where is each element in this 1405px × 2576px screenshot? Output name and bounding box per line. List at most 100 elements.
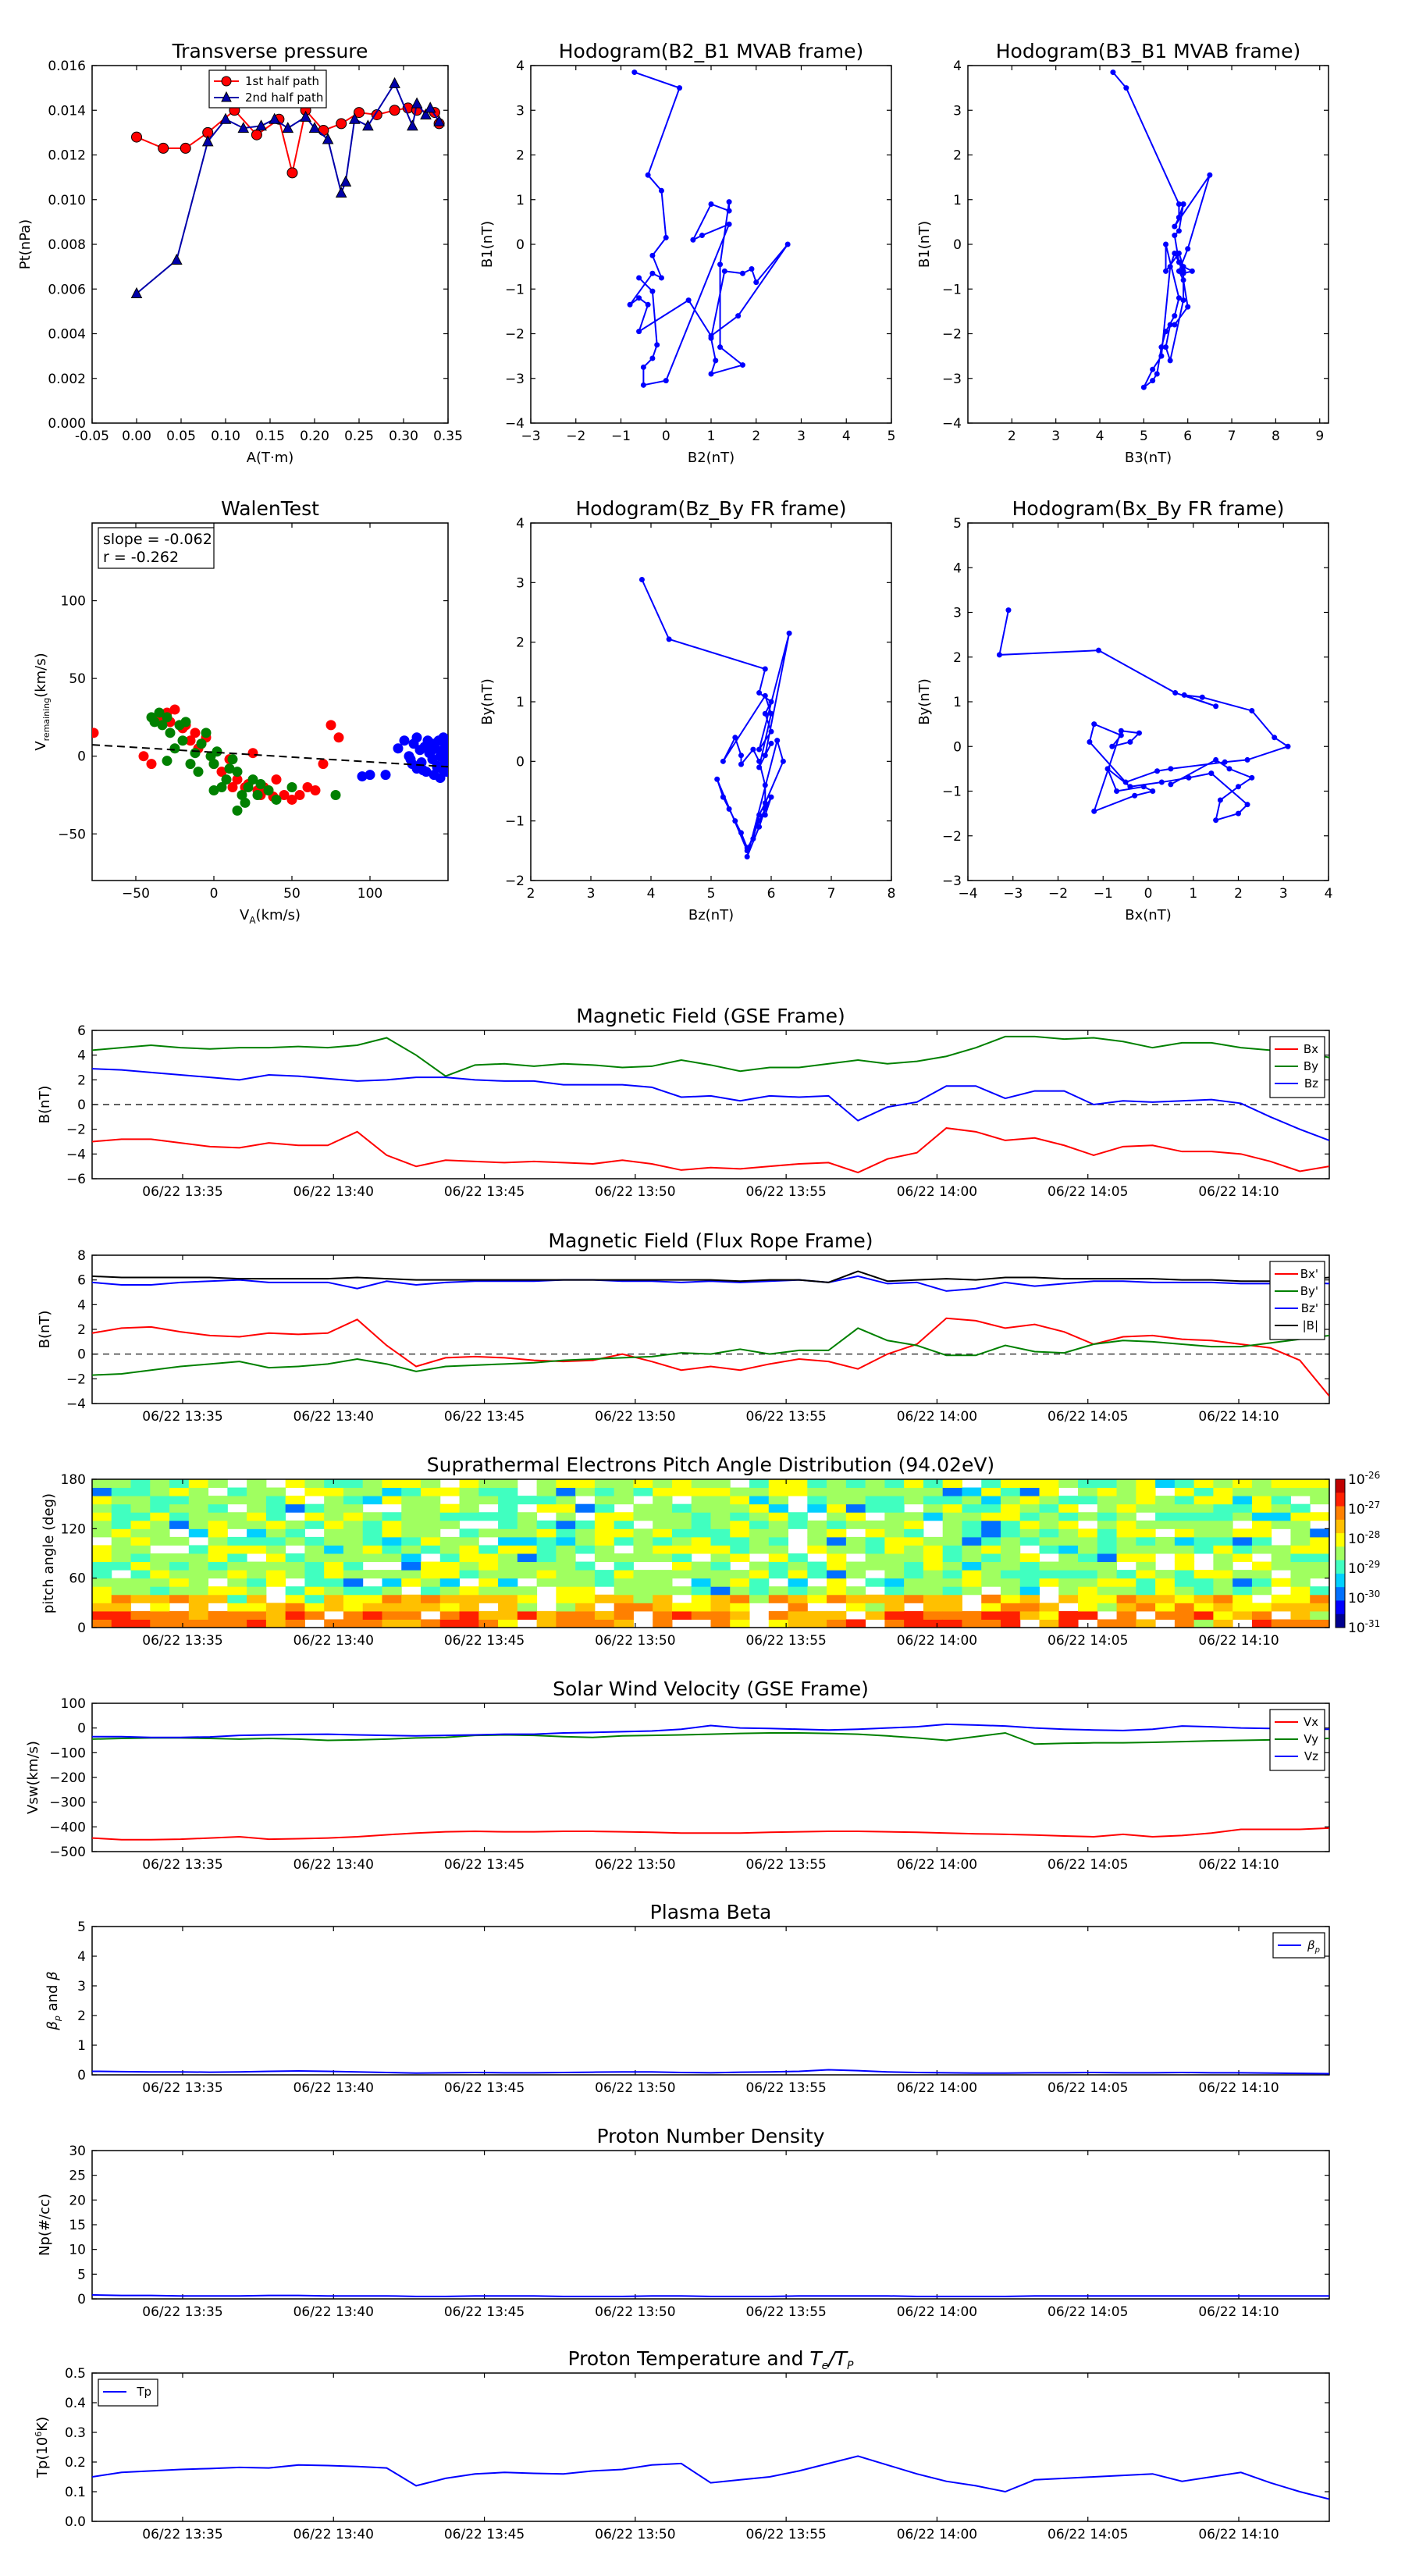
h3-point — [762, 806, 768, 812]
walen-point — [169, 743, 180, 754]
walen-point — [333, 732, 344, 743]
beta-ytick-label: 4 — [77, 1949, 86, 1965]
walen-point — [221, 774, 232, 785]
pad-cell — [575, 1545, 596, 1554]
pad-cell — [1116, 1512, 1136, 1521]
pad-cell — [691, 1512, 711, 1521]
walen-point — [232, 774, 243, 785]
h4-xlabel: Bx(nT) — [1125, 907, 1171, 923]
np-title: Proton Number Density — [597, 2125, 825, 2147]
np-ytick-label: 5 — [77, 2267, 86, 2282]
pad-cell — [188, 1479, 209, 1489]
pt-plot-frame — [91, 65, 449, 424]
pad-cell — [884, 1528, 905, 1538]
walen-point — [216, 767, 227, 777]
pad-cell — [1058, 1520, 1079, 1529]
h4-point — [1244, 802, 1250, 808]
pad-cell — [556, 1528, 576, 1538]
h2-point — [1180, 201, 1186, 207]
walen-point — [294, 789, 305, 800]
h3-point — [738, 830, 744, 836]
pad-cell — [188, 1520, 209, 1529]
bfr-line-Bz' — [92, 1275, 1329, 1292]
pad-cell — [1058, 1610, 1079, 1620]
pad-cell — [111, 1603, 132, 1612]
h3-point — [774, 738, 781, 744]
pad-cell — [343, 1619, 364, 1628]
pad-cell — [1058, 1594, 1079, 1603]
pad-cell — [1251, 1512, 1272, 1521]
bgse-line-Bx — [92, 1127, 1329, 1174]
pad-cell — [169, 1496, 190, 1505]
pad-cell — [942, 1586, 962, 1596]
pad-cell — [749, 1512, 770, 1521]
pad-cell — [227, 1594, 247, 1603]
pad-cell — [904, 1487, 924, 1496]
bfr-legend-label: By' — [1300, 1284, 1318, 1298]
pad-cell — [671, 1603, 692, 1612]
pad-cell — [671, 1503, 692, 1513]
pad-cell — [536, 1496, 557, 1505]
bfr-xtick-label: 06/22 13:55 — [745, 1409, 826, 1425]
h3-point — [744, 853, 750, 859]
walen-point — [441, 767, 448, 777]
pad-cell — [691, 1578, 711, 1587]
pt-point — [286, 167, 298, 179]
pad-colorbar-swatch — [1336, 1479, 1345, 1493]
walen-point — [365, 770, 375, 781]
walen-point — [318, 759, 329, 770]
pad-cell — [845, 1570, 866, 1579]
pad-cell — [1058, 1496, 1079, 1505]
pad-cell — [169, 1561, 190, 1571]
pad-cell — [749, 1561, 770, 1571]
pad-cell — [1232, 1603, 1253, 1612]
pad-cell — [981, 1578, 1001, 1587]
pad-cell — [478, 1586, 499, 1596]
h2-point — [1167, 322, 1173, 328]
np-ytick-label: 15 — [69, 2218, 86, 2233]
pad-cell — [845, 1619, 866, 1628]
pad-cell — [459, 1561, 479, 1571]
pad-cell — [1116, 1619, 1136, 1628]
pad-cell — [247, 1512, 267, 1521]
pad-cell — [942, 1561, 962, 1571]
pad-cell — [401, 1503, 422, 1513]
pad-cell — [1213, 1619, 1233, 1628]
pad-cell — [1078, 1512, 1098, 1521]
bgse-ylabel: B(nT) — [37, 1086, 53, 1124]
pad-cell — [614, 1594, 634, 1603]
pad-cell — [169, 1619, 190, 1628]
walen-point — [279, 789, 290, 800]
pad-cell — [421, 1586, 441, 1596]
pad-cell — [594, 1496, 615, 1505]
vsw-xtick-label: 06/22 13:35 — [142, 1857, 222, 1873]
pad-cell — [845, 1503, 866, 1513]
pad-cell — [421, 1561, 441, 1571]
h3-point — [756, 818, 763, 824]
h1-point — [690, 237, 696, 243]
pt-title: Transverse pressure — [172, 40, 368, 62]
pad-cell — [768, 1619, 789, 1628]
np-series — [92, 2293, 1329, 2297]
pad-cell — [92, 1570, 112, 1579]
pad-cell — [382, 1603, 402, 1612]
walen-point — [405, 754, 416, 765]
walen-point — [196, 738, 207, 749]
pad-cell — [401, 1536, 422, 1546]
h3-point — [786, 630, 792, 636]
pad-cell — [401, 1520, 422, 1529]
tp-ytick-label: 0.4 — [65, 2396, 86, 2411]
pad-cell — [130, 1553, 151, 1563]
pad-cell — [653, 1487, 673, 1496]
pad-cell — [130, 1479, 151, 1489]
pad-cell — [304, 1610, 325, 1620]
pad-cell — [1271, 1512, 1291, 1521]
pad-cell — [536, 1545, 557, 1554]
pad-cell — [1290, 1512, 1311, 1521]
pad-cell — [188, 1553, 209, 1563]
bfr-ytick-label: −4 — [66, 1397, 86, 1412]
pad-cell — [498, 1536, 518, 1546]
pad-cell — [1271, 1545, 1291, 1554]
pad-cell — [594, 1553, 615, 1563]
pad-cell — [691, 1594, 711, 1603]
